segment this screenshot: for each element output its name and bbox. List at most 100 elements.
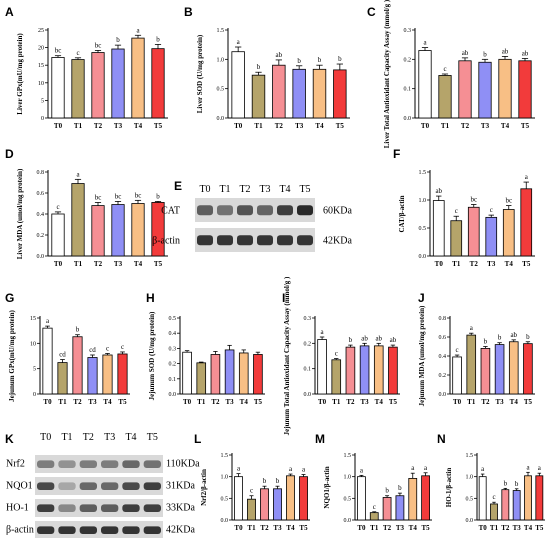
panel-label-k: K [5, 432, 14, 446]
significance-letter: b [116, 36, 120, 44]
y-axis-label: Jejunum SOD (U/mg protein) [148, 311, 156, 400]
lane-label: T3 [259, 184, 270, 195]
bar [251, 74, 266, 119]
category-label: T1 [441, 122, 450, 130]
blot-band [297, 205, 313, 216]
category-label: T0 [54, 122, 63, 130]
y-tick-label: 0.5 [217, 87, 225, 93]
category-label: T3 [114, 122, 123, 130]
significance-letter: b [504, 479, 508, 487]
significance-letter: a [481, 465, 485, 473]
significance-letter: cd [59, 351, 66, 359]
significance-letter: b [498, 334, 502, 342]
bar [502, 209, 515, 257]
significance-letter: a [302, 466, 306, 474]
lane-label: T1 [219, 184, 230, 195]
y-tick-label: 1.5 [344, 453, 352, 459]
blot-strip [35, 477, 163, 495]
significance-letter: b [257, 63, 261, 71]
blot-strip [35, 455, 163, 473]
category-label: T3 [513, 524, 522, 532]
y-tick-label: 1.5 [466, 453, 474, 459]
panel-label-m: M [315, 432, 325, 446]
chart-b: 0.0 0.5 1.0 1.5 Liver SOD (U/mg protein) a T0 b… [196, 28, 350, 130]
y-tick-label: 0.0 [37, 254, 45, 260]
y-tick-label: 0 [41, 116, 44, 122]
blot-band [257, 235, 273, 246]
significance-letter: c [335, 350, 338, 358]
blot-band [217, 235, 233, 246]
bar [512, 490, 521, 521]
molecular-weight-label: 60KDa [323, 206, 352, 217]
significance-letter: c [76, 49, 79, 57]
significance-letter: bc [505, 197, 512, 205]
y-axis-label: Liver GPx(mU/mg protein) [16, 33, 24, 115]
significance-letter: bc [95, 41, 102, 49]
category-label: T0 [479, 524, 488, 532]
bar [131, 37, 145, 119]
protein-label: NQO1 [6, 481, 33, 492]
bar [224, 349, 235, 395]
y-tick-label: 0.0 [169, 392, 177, 398]
y-tick-label: 0.2 [404, 57, 412, 63]
significance-letter: b [385, 487, 389, 495]
blot-band [79, 482, 97, 490]
y-tick-label: 1.5 [217, 28, 225, 34]
category-label: T1 [332, 398, 341, 406]
panel-label-f: F [393, 147, 400, 161]
y-tick-label: 0.5 [344, 496, 352, 502]
bar [71, 59, 85, 119]
blot-band [237, 235, 253, 246]
y-tick-label: 10 [38, 81, 44, 87]
chart-n: 0.0 0.5 1.0 1.5 HO-1/β-actin a T0 c T1 b T2 b T3 a T4 a… [445, 453, 545, 532]
category-label: T1 [452, 260, 461, 268]
bar [91, 52, 105, 119]
significance-letter: b [76, 326, 80, 334]
category-label: T4 [315, 122, 324, 130]
category-label: T4 [505, 260, 514, 268]
bar [478, 61, 492, 119]
bar [87, 357, 98, 395]
category-label: T2 [346, 398, 355, 406]
blot-band [143, 482, 161, 490]
category-label: T2 [260, 524, 269, 532]
category-label: T2 [481, 398, 490, 406]
bar [518, 60, 532, 119]
y-axis-label: Liver Total Antioxidant Capacity Assay (… [383, 0, 391, 148]
bar [466, 334, 477, 395]
significance-letter: c [121, 343, 124, 351]
significance-letter: b [156, 192, 160, 200]
blot-band [101, 504, 119, 512]
chart-d: 0.0 0.2 0.4 0.6 0.8 Liver MDA (umol/mg protei… [16, 168, 168, 268]
lane-label: T4 [125, 432, 136, 443]
bar [331, 359, 342, 395]
y-tick-label: 0 [33, 392, 36, 398]
y-tick-label: 0.1 [304, 367, 312, 373]
bar [72, 336, 83, 395]
y-tick-label: 0.5 [466, 496, 474, 502]
bar [438, 75, 452, 119]
bar [452, 356, 462, 395]
y-tick-label: 1.0 [466, 475, 474, 481]
significance-letter: cd [89, 346, 96, 354]
significance-letter: bc [470, 195, 477, 203]
y-tick-label: 0.3 [404, 28, 412, 34]
protein-label: Nrf2 [6, 459, 25, 470]
category-label: T2 [461, 122, 470, 130]
significance-letter: bc [95, 193, 102, 201]
lane-label: T5 [147, 432, 158, 443]
bar [490, 503, 498, 521]
category-label: T5 [522, 260, 531, 268]
bar [71, 183, 85, 257]
bar [91, 205, 105, 257]
significance-letter: a [423, 39, 427, 47]
lane-label: T1 [61, 432, 72, 443]
y-axis-label: Liver SOD (U/mg protein) [196, 34, 204, 113]
lane-label: T0 [199, 184, 210, 195]
bar [117, 353, 128, 395]
category-label: T5 [254, 398, 263, 406]
bar [524, 475, 532, 521]
blot-band [37, 460, 55, 468]
significance-letter: b [483, 50, 487, 58]
category-label: T0 [421, 122, 430, 130]
